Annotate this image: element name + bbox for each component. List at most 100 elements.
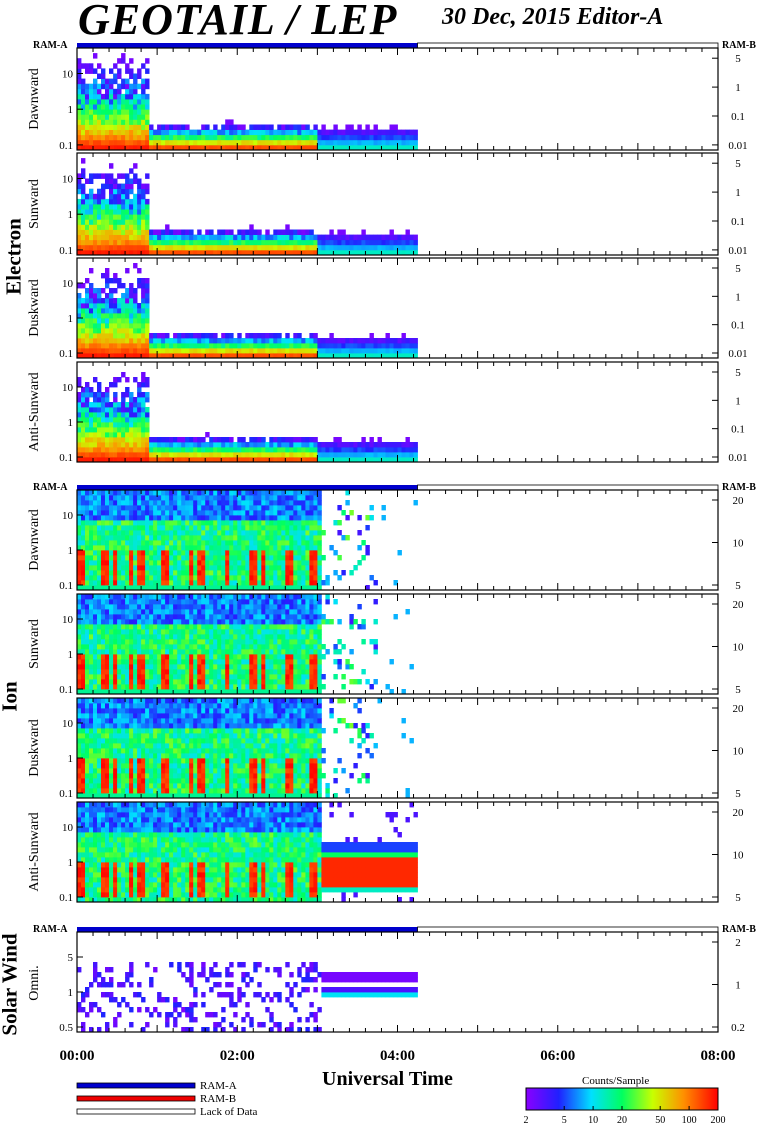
y-tick-label-left: 1: [68, 417, 74, 429]
ram-bar-lack: [417, 42, 719, 49]
y-tick-label-left: 10: [62, 718, 74, 730]
y-tick-label-right: 1: [735, 82, 741, 94]
panel-0-1: 10 1 0.1 5 1 0.1 0.01: [59, 152, 748, 257]
y-tick-label-right: 20: [733, 599, 745, 611]
y-tick-label-left: 0.1: [59, 684, 73, 696]
y-tick-label-right: 10: [733, 538, 745, 550]
legend-swatch-2: [76, 1108, 196, 1115]
ram-label-left: RAM-A: [33, 482, 68, 493]
ram-bar-a: [77, 927, 418, 932]
x-tick-label: 04:00: [380, 1048, 415, 1064]
y-tick-label-right: 20: [733, 703, 745, 715]
y-tick-label-left: 1: [68, 209, 74, 221]
panel-1-1: 10 1 0.1 20 10 5: [59, 593, 745, 696]
y-tick-label-left: 1: [68, 313, 74, 325]
ram-label-right: RAM-B: [722, 924, 756, 935]
ram-bar-a: [77, 43, 418, 48]
y-tick-label-right: 0.1: [731, 216, 745, 228]
legend-swatch-1: [76, 1095, 196, 1102]
y-tick-label-right: 2: [735, 937, 741, 949]
ram-label-right: RAM-B: [722, 482, 756, 493]
colorbar-tick-label: 20: [617, 1115, 627, 1126]
x-tick-label: 08:00: [701, 1048, 736, 1064]
x-tick-label: 06:00: [540, 1048, 575, 1064]
panel-1-3: 10 1 0.1 20 10 5: [59, 801, 745, 904]
chart-subtitle: 30 Dec, 2015 Editor-A: [442, 4, 664, 30]
group-label-ion: Ion: [0, 681, 22, 712]
colorbar-tick-label: 200: [711, 1115, 726, 1126]
y-tick-label-right: 0.01: [728, 348, 747, 360]
y-tick-label-left: 0.5: [59, 1022, 73, 1034]
y-tick-label-right: 10: [733, 642, 745, 654]
y-tick-label-right: 1: [735, 395, 741, 407]
x-axis-label: Universal Time: [322, 1068, 453, 1090]
y-tick-label-right: 0.2: [731, 1022, 745, 1034]
y-tick-label-right: 5: [735, 788, 741, 800]
panel-label-ion-dawnward: Dawnward: [27, 509, 42, 571]
y-tick-label-right: 0.1: [731, 111, 745, 123]
y-tick-label-left: 10: [62, 382, 74, 394]
panel-1-0: 10 1 0.1 20 10 5: [59, 489, 745, 592]
y-tick-label-left: 10: [62, 174, 74, 186]
y-tick-label-left: 1: [68, 545, 74, 557]
y-tick-label-right: 20: [733, 495, 745, 507]
y-tick-label-right: 0.01: [728, 245, 747, 257]
y-tick-label-left: 0.1: [59, 788, 73, 800]
y-tick-label-left: 10: [62, 69, 74, 81]
y-tick-label-right: 5: [735, 367, 741, 379]
y-tick-label-right: 1: [735, 187, 741, 199]
y-tick-label-right: 10: [733, 746, 745, 758]
colorbar-tick-label: 2: [524, 1115, 529, 1126]
y-tick-label-right: 0.1: [731, 320, 745, 332]
y-tick-label-left: 0.1: [59, 452, 73, 464]
y-tick-label-right: 0.01: [728, 140, 747, 152]
ram-label-left: RAM-A: [33, 924, 68, 935]
legend-swatch-0: [76, 1082, 196, 1089]
panel-label-solar-wind-omni: Omni.: [27, 965, 42, 1001]
chart-title: GEOTAIL / LEP: [78, 0, 398, 44]
y-tick-label-left: 1: [68, 649, 74, 661]
y-tick-label-left: 0.1: [59, 892, 73, 904]
panel-1-2: 10 1 0.1 20 10 5: [59, 697, 745, 800]
y-tick-label-right: 10: [733, 850, 745, 862]
colorbar-title: Counts/Sample: [582, 1075, 650, 1087]
ram-label-left: RAM-A: [33, 40, 68, 51]
y-tick-label-right: 5: [735, 263, 741, 275]
panel-2-0: 5 1 0.5 2 1 0.2: [59, 931, 745, 1034]
panel-label-electron-dawnward: Dawnward: [27, 68, 42, 130]
group-label-solar-wind: Solar Wind: [0, 933, 22, 1036]
y-tick-label-left: 0.1: [59, 348, 73, 360]
y-tick-label-right: 1: [735, 291, 741, 303]
legend-label-ram-a: RAM-A: [200, 1080, 237, 1092]
y-tick-label-right: 20: [733, 807, 745, 819]
panel-label-electron-duskward: Duskward: [27, 279, 42, 337]
legend-label-ram-b: RAM-B: [200, 1093, 237, 1105]
x-tick-label: 02:00: [220, 1048, 255, 1064]
y-tick-label-left: 5: [68, 952, 74, 964]
ram-label-right: RAM-B: [722, 40, 756, 51]
panel-label-ion-sunward: Sunward: [27, 619, 42, 669]
panel-label-ion-anti-sunward: Anti-Sunward: [27, 812, 42, 892]
y-tick-label-left: 0.1: [59, 140, 73, 152]
panel-label-ion-duskward: Duskward: [27, 719, 42, 777]
x-tick-label: 00:00: [60, 1048, 95, 1064]
group-label-electron: Electron: [1, 218, 26, 295]
y-tick-label-left: 10: [62, 822, 74, 834]
y-tick-label-right: 5: [735, 892, 741, 904]
y-tick-label-left: 10: [62, 510, 74, 522]
colorbar-tick-label: 5: [562, 1115, 567, 1126]
panel-label-electron-sunward: Sunward: [27, 179, 42, 229]
legend-label-lack-of-data: Lack of Data: [200, 1106, 258, 1118]
ram-bar-lack: [417, 484, 719, 491]
panel-0-3: 10 1 0.1 5 1 0.1 0.01: [59, 361, 748, 464]
panel-label-electron-anti-sunward: Anti-Sunward: [27, 372, 42, 452]
y-tick-label-right: 0.1: [731, 424, 745, 436]
y-tick-label-right: 1: [735, 980, 741, 992]
colorbar-tick-label: 100: [682, 1115, 697, 1126]
y-tick-label-right: 5: [735, 53, 741, 65]
ram-bar-lack: [417, 926, 719, 933]
y-tick-label-left: 0.1: [59, 245, 73, 257]
colorbar-tick-label: 50: [655, 1115, 665, 1126]
panel-0-2: 10 1 0.1 5 1 0.1 0.01: [59, 257, 748, 360]
